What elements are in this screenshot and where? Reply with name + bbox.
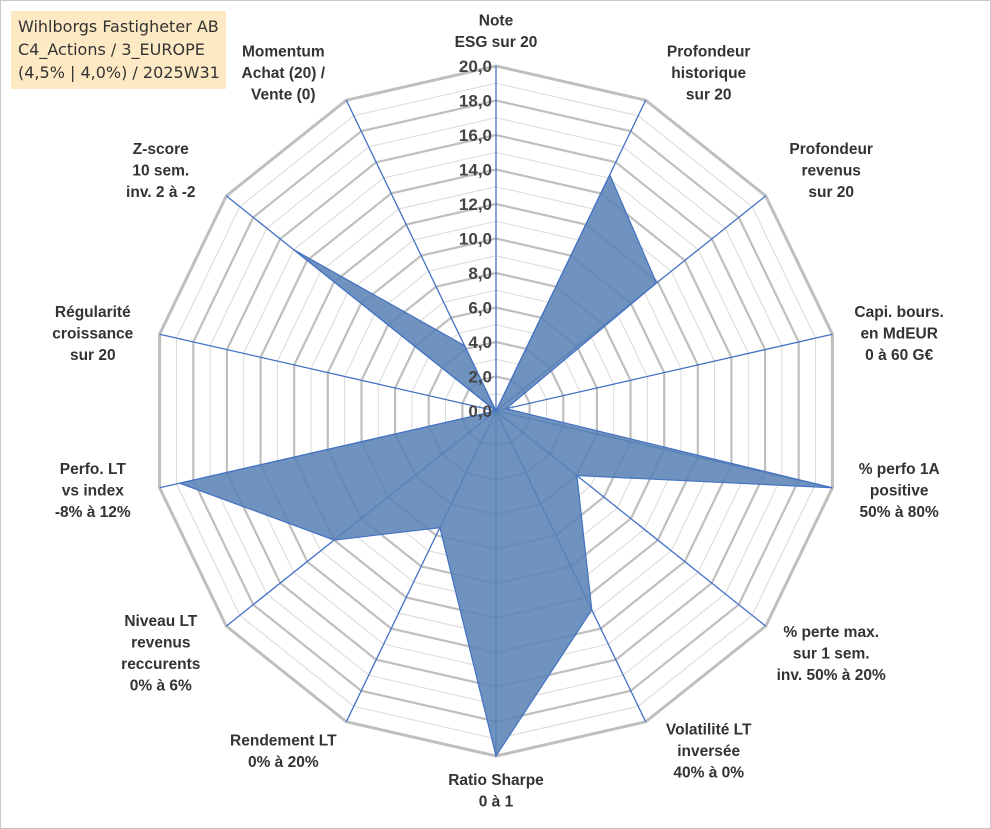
axis-label-line: 10 sem. bbox=[132, 163, 189, 180]
tick-label: 0,0 bbox=[468, 402, 492, 421]
axis-label: Profondeur historique sur 20 bbox=[667, 43, 751, 103]
axis-label: Z-score 10 sem. inv. 2 à -2 bbox=[126, 141, 196, 201]
axis-label-line: 40% à 0% bbox=[673, 765, 744, 782]
axis-label-line: Ratio Sharpe bbox=[448, 772, 544, 789]
axis-label-line: Z-score bbox=[133, 141, 189, 158]
axis-label-line: inv. 2 à -2 bbox=[126, 184, 196, 201]
axis-label-line: 0 à 1 bbox=[479, 794, 514, 811]
axis-label-line: Profondeur bbox=[789, 141, 873, 158]
axis-label-line: 0% à 20% bbox=[248, 754, 319, 771]
tick-label: 20,0 bbox=[459, 57, 492, 76]
tick-label: 16,0 bbox=[459, 126, 492, 145]
axis-label-line: en MdEUR bbox=[860, 326, 938, 343]
axis-label: Ratio Sharpe 0 à 1 bbox=[448, 772, 544, 811]
axis-label-line: Momentum bbox=[242, 43, 325, 60]
title-line-1: Wihlborgs Fastigheter AB bbox=[18, 17, 219, 36]
axis-label-line: Vente (0) bbox=[251, 86, 316, 103]
axis-label-line: revenus bbox=[131, 635, 190, 652]
radar-tick-labels: 0,0 2,0 4,0 6,0 8,0 10,0 12,0 14,0 16,0 18,0 20,0 bbox=[459, 57, 492, 421]
chart-title-box: Wihlborgs Fastigheter AB C4_Actions / 3_… bbox=[11, 11, 226, 89]
axis-label: Momentum Achat (20) / Vente (0) bbox=[242, 43, 326, 103]
axis-label: Régularité croissance sur 20 bbox=[52, 304, 133, 364]
axis-label: Rendement LT 0% à 20% bbox=[230, 732, 337, 771]
axis-label-line: sur 20 bbox=[70, 347, 116, 364]
radar-series bbox=[177, 173, 833, 758]
axis-label: Profondeur revenus sur 20 bbox=[789, 141, 873, 201]
axis-label: Volatilité LT inversée 40% à 0% bbox=[666, 722, 752, 782]
series-area bbox=[177, 173, 833, 758]
axis-label-line: reccurents bbox=[121, 656, 200, 673]
axis-label-line: % perte max. bbox=[783, 624, 879, 641]
axis-label-line: 0 à 60 G€ bbox=[865, 347, 933, 364]
axis-label-line: revenus bbox=[801, 163, 860, 180]
axis-label-line: sur 20 bbox=[686, 86, 732, 103]
axis-label-line: Rendement LT bbox=[230, 732, 337, 749]
axis-label-line: -8% à 12% bbox=[55, 504, 131, 521]
tick-label: 2,0 bbox=[468, 368, 492, 387]
axis-label-line: Niveau LT bbox=[124, 613, 197, 630]
axis-label-line: ESG sur 20 bbox=[455, 34, 538, 51]
axis-spoke bbox=[159, 333, 497, 412]
tick-label: 12,0 bbox=[459, 195, 492, 214]
axis-label-line: Capi. bours. bbox=[854, 304, 944, 321]
axis-label: Note ESG sur 20 bbox=[455, 13, 538, 52]
axis-label: Perfo. LT vs index -8% à 12% bbox=[55, 461, 131, 521]
axis-label-line: vs index bbox=[62, 482, 124, 499]
axis-spoke bbox=[495, 333, 833, 412]
axis-label-line: inversée bbox=[677, 743, 740, 760]
tick-label: 4,0 bbox=[468, 333, 492, 352]
axis-label-line: positive bbox=[870, 482, 929, 499]
title-line-3: (4,5% | 4,0%) / 2025W31 bbox=[18, 63, 220, 82]
axis-label: % perte max. sur 1 sem. inv. 50% à 20% bbox=[777, 624, 886, 684]
tick-label: 8,0 bbox=[468, 264, 492, 283]
axis-label-line: sur 1 sem. bbox=[793, 646, 870, 663]
axis-label-line: historique bbox=[671, 65, 746, 82]
axis-label: Niveau LT revenus reccurents 0% à 6% bbox=[121, 613, 200, 695]
axis-label-line: Note bbox=[479, 13, 514, 30]
title-line-2: C4_Actions / 3_EUROPE bbox=[18, 40, 205, 59]
axis-label-line: inv. 50% à 20% bbox=[777, 667, 886, 684]
axis-label-line: Régularité bbox=[55, 304, 131, 321]
axis-label-line: % perfo 1A bbox=[859, 461, 940, 478]
radar-axis-labels: Note ESG sur 20 Profondeur historique sur 20… bbox=[52, 13, 944, 811]
axis-label-line: Profondeur bbox=[667, 43, 751, 60]
axis-label-line: Achat (20) / bbox=[242, 65, 326, 82]
tick-label: 10,0 bbox=[459, 230, 492, 249]
tick-label: 14,0 bbox=[459, 161, 492, 180]
axis-label-line: 50% à 80% bbox=[860, 504, 939, 521]
axis-label-line: 0% à 6% bbox=[130, 678, 192, 695]
axis-label-line: sur 20 bbox=[808, 184, 854, 201]
axis-label-line: croissance bbox=[52, 326, 133, 343]
axis-label: % perfo 1A positive 50% à 80% bbox=[859, 461, 940, 521]
tick-label: 18,0 bbox=[459, 92, 492, 111]
tick-label: 6,0 bbox=[468, 299, 492, 318]
axis-label: Capi. bours. en MdEUR 0 à 60 G€ bbox=[854, 304, 944, 364]
axis-label-line: Perfo. LT bbox=[60, 461, 127, 478]
axis-label-line: Volatilité LT bbox=[666, 722, 752, 739]
